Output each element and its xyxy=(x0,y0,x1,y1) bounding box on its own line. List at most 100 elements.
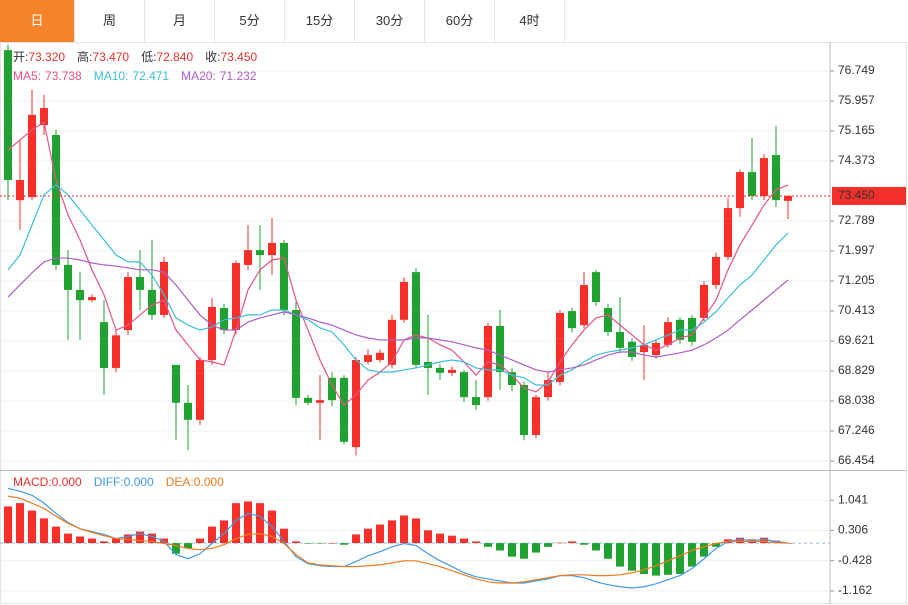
macd-bar xyxy=(280,528,288,544)
macd-line xyxy=(7,487,789,589)
candle-body xyxy=(412,272,420,365)
macd-bar xyxy=(88,538,96,544)
candle-body xyxy=(232,263,240,331)
y-tick-label: 75.165 xyxy=(838,123,875,137)
macd-bar xyxy=(64,533,72,544)
macd-bar xyxy=(628,543,636,571)
candle-body xyxy=(532,397,540,435)
legend-name: DIFF: xyxy=(94,475,124,489)
candle-body xyxy=(364,355,372,362)
candle-body xyxy=(520,384,528,435)
candle-body xyxy=(88,297,96,301)
y-tick-label: 71.205 xyxy=(838,273,875,287)
macd-bar xyxy=(676,543,684,574)
candle-body xyxy=(304,397,312,403)
macd-bar xyxy=(16,503,24,544)
y-tick-label: 69.621 xyxy=(838,333,875,347)
tab[interactable]: 周 xyxy=(75,0,145,42)
tab[interactable]: 60分 xyxy=(425,0,495,42)
last-price-label: 73.450 xyxy=(838,188,875,202)
macd-bar xyxy=(412,518,420,544)
candle-body xyxy=(592,272,600,303)
candle-body xyxy=(136,277,144,290)
candle-body xyxy=(148,289,156,315)
legend: MA5: 73.738 MA10: 72.471 MA20: 71.232 xyxy=(13,69,257,83)
candle-body xyxy=(628,341,636,357)
legend: MACD:0.000 DIFF:0.000 DEA:0.000 xyxy=(13,475,224,489)
macd-bar xyxy=(172,543,180,554)
tab[interactable]: 4时 xyxy=(495,0,565,42)
candle-body xyxy=(64,264,72,290)
candle-body xyxy=(376,352,384,360)
macd-bar xyxy=(352,534,360,544)
macd-bar xyxy=(616,543,624,567)
legend-name: MACD: xyxy=(13,475,52,489)
legend-value: 73.738 xyxy=(45,69,82,83)
macd-bar xyxy=(712,543,720,547)
tab[interactable]: 月 xyxy=(145,0,215,42)
y-tick-label: 75.957 xyxy=(838,93,875,107)
candle-body xyxy=(340,377,348,442)
candle-body xyxy=(712,256,720,285)
candle-body xyxy=(124,277,132,331)
macd-bar xyxy=(544,543,552,547)
y-tick-label: 74.373 xyxy=(838,153,875,167)
candle-body xyxy=(196,359,204,420)
macd-bar xyxy=(736,537,744,544)
legend-value: 0.000 xyxy=(124,475,154,489)
macd-bar xyxy=(508,543,516,557)
macd-bar xyxy=(40,518,48,544)
macd-bar xyxy=(52,526,60,544)
macd-bar xyxy=(220,520,228,544)
candle-body xyxy=(100,322,108,368)
candle-body xyxy=(16,180,24,201)
macd-bar xyxy=(580,543,588,545)
tab[interactable]: 15分 xyxy=(285,0,355,42)
y-tick-label: 67.246 xyxy=(838,423,875,437)
candle-body xyxy=(736,172,744,209)
macd-bar xyxy=(208,526,216,544)
candle-body xyxy=(760,158,768,196)
candle-body xyxy=(400,281,408,320)
macd-bar xyxy=(184,543,192,549)
ohlc-info: 开:73.320 高:73.470 低:72.840 收:73.450 xyxy=(13,49,258,64)
candle-body xyxy=(184,402,192,420)
tab-bar: 日周月 5分 15分 30分 60分 4时 xyxy=(0,0,908,43)
candle-body xyxy=(580,284,588,326)
candle-body xyxy=(316,400,324,403)
candle-body xyxy=(172,364,180,403)
y-tick-label: 68.829 xyxy=(838,363,875,377)
y-tick-label: -1.162 xyxy=(838,583,872,597)
candle-body xyxy=(436,367,444,373)
candle-body xyxy=(268,242,276,256)
macd-bar xyxy=(760,537,768,544)
candle-body xyxy=(448,369,456,373)
candle-body xyxy=(328,377,336,401)
tab[interactable]: 5分 xyxy=(215,0,285,42)
y-tick-label: 66.454 xyxy=(838,453,875,467)
candle-body xyxy=(244,250,252,265)
y-tick-label: 0.306 xyxy=(838,523,868,537)
candle-body xyxy=(700,284,708,318)
macd-bar xyxy=(112,538,120,544)
macd-bar xyxy=(640,543,648,574)
macd-bar xyxy=(148,533,156,544)
macd-bar xyxy=(652,543,660,576)
y-tick-label: 68.038 xyxy=(838,393,875,407)
macd-bar xyxy=(4,506,12,544)
macd-line xyxy=(7,495,789,584)
macd-bar xyxy=(472,541,480,544)
macd-bar xyxy=(448,535,456,544)
macd-bar xyxy=(364,528,372,544)
tab[interactable]: 日 xyxy=(0,0,75,42)
legend-name: DEA: xyxy=(166,475,194,489)
candle-body xyxy=(160,261,168,315)
info-value: 73.320 xyxy=(28,50,65,64)
tab[interactable]: 30分 xyxy=(355,0,425,42)
candle-body xyxy=(496,325,504,373)
y-tick-label: 1.041 xyxy=(838,492,868,506)
macd-bar xyxy=(376,524,384,544)
y-tick-label: 71.997 xyxy=(838,243,875,257)
macd-bar xyxy=(604,543,612,559)
candle-body xyxy=(544,380,552,398)
